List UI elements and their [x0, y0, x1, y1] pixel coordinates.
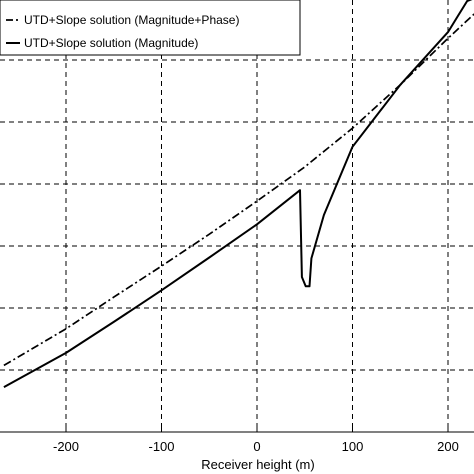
series-line-magnitude-phase — [3, 12, 474, 367]
x-ticks: -200 -100 0 100 200 — [53, 427, 459, 454]
x-tick-label: -200 — [53, 439, 79, 454]
series-line-magnitude — [3, 0, 473, 388]
x-tick-label: 100 — [342, 439, 364, 454]
series-layer — [3, 0, 474, 388]
x-tick-label: -100 — [148, 439, 174, 454]
x-tick-label: 0 — [253, 439, 260, 454]
legend: UTD+Slope solution (Magnitude+Phase) UTD… — [0, 0, 301, 56]
legend-label-magnitude-phase: UTD+Slope solution (Magnitude+Phase) — [24, 13, 239, 27]
legend-box — [0, 0, 301, 56]
legend-label-magnitude: UTD+Slope solution (Magnitude) — [24, 36, 198, 50]
x-axis-label: Receiver height (m) — [201, 457, 314, 472]
x-tick-label: 200 — [437, 439, 459, 454]
grid-lines — [0, 0, 474, 432]
